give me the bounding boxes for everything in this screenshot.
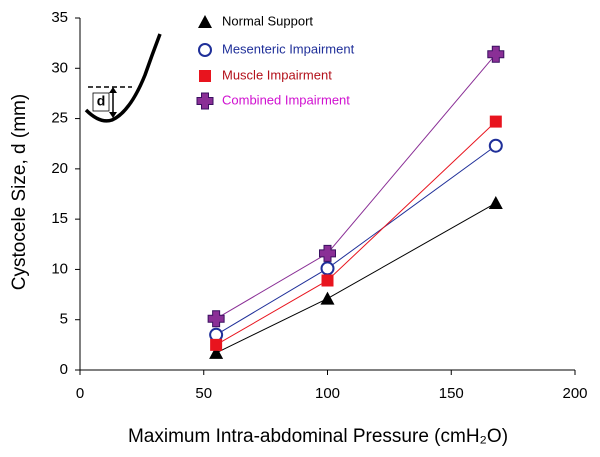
data-point [487, 45, 505, 63]
y-tick-label: 30 [51, 59, 68, 76]
y-tick-label: 20 [51, 160, 68, 177]
data-point [321, 274, 334, 287]
series-line [215, 121, 497, 346]
inset-diagram: d [84, 33, 162, 123]
inset-label: d [97, 93, 106, 109]
y-axis-title: Cystocele Size, d (mm) [9, 94, 30, 290]
x-tick-label: 50 [195, 385, 212, 402]
y-tick-label: 0 [60, 361, 68, 378]
data-point [209, 345, 224, 359]
series-line [215, 202, 497, 354]
legend-marker [199, 70, 211, 82]
y-tick-label: 10 [51, 260, 68, 277]
inset-label-box [92, 92, 110, 112]
data-point [320, 261, 335, 276]
y-tick-label: 35 [51, 9, 68, 26]
legend-marker [198, 15, 212, 28]
inset-curve [84, 33, 162, 123]
series-line [215, 145, 497, 336]
x-tick-label: 100 [315, 385, 340, 402]
data-point [207, 310, 225, 328]
data-point [210, 338, 223, 351]
data-point [320, 291, 335, 305]
data-point [489, 115, 502, 128]
legend-marker [198, 43, 212, 57]
data-point [488, 138, 503, 153]
legend-text: Mesenteric Impairment [222, 41, 355, 56]
y-tick-label: 25 [51, 110, 68, 127]
legend-text: Combined Impairment [222, 92, 350, 107]
x-axis-title: Maximum Intra-abdominal Pressure (cmH₂O) [128, 426, 508, 447]
data-point [319, 244, 336, 262]
data-point [488, 196, 503, 210]
legend-text: Muscle Impairment [222, 67, 332, 82]
legend-marker [196, 92, 214, 110]
y-tick-label: 5 [60, 311, 68, 328]
x-tick-label: 200 [562, 385, 587, 402]
legend-text: Normal Support [222, 13, 313, 28]
x-tick-label: 150 [439, 385, 464, 402]
y-tick-label: 15 [51, 210, 68, 227]
x-tick-label: 0 [76, 385, 84, 402]
